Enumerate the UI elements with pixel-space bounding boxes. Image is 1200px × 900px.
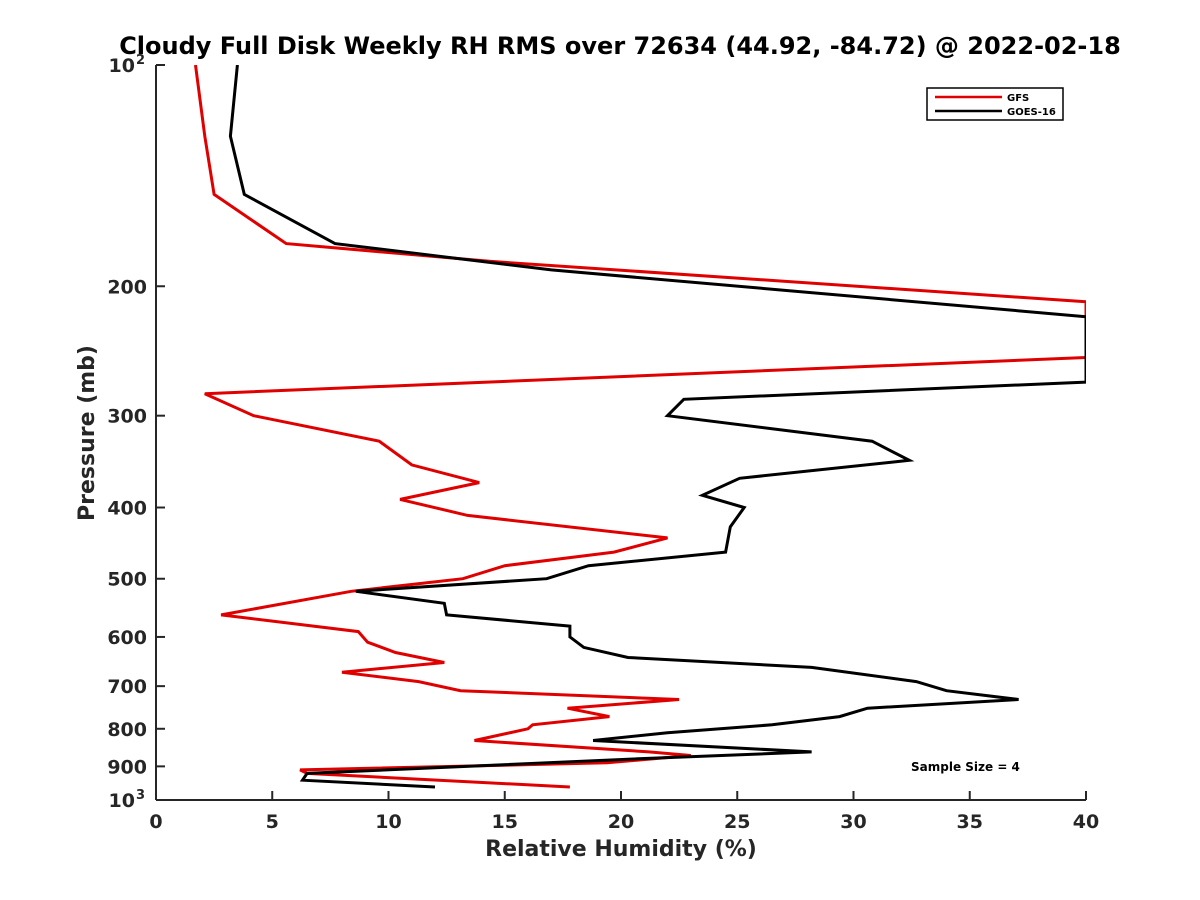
- x-tick-label: 35: [957, 811, 983, 833]
- plot-area: [156, 65, 1086, 800]
- y-tick-label: 500: [107, 569, 147, 591]
- y-tick-label: 300: [107, 406, 147, 428]
- x-tick-label: 5: [266, 811, 279, 833]
- x-tick-label: 15: [492, 811, 518, 833]
- x-axis-title: Relative Humidity (%): [485, 837, 757, 862]
- y-tick-exponent: 2: [136, 53, 145, 68]
- y-tick-label: 10: [109, 790, 135, 812]
- x-tick-label: 0: [149, 811, 162, 833]
- legend-label-gfs: GFS: [1007, 93, 1029, 104]
- y-tick-label: 400: [107, 498, 147, 520]
- y-tick-label: 900: [107, 756, 147, 778]
- x-tick-label: 30: [840, 811, 866, 833]
- series-line-goes-16: [228, 65, 1086, 789]
- y-tick-label: 200: [107, 276, 147, 298]
- y-tick-label: 800: [107, 719, 147, 741]
- chart-title: Cloudy Full Disk Weekly RH RMS over 7263…: [119, 32, 1121, 60]
- x-tick-label: 10: [375, 811, 401, 833]
- y-tick-exponent: 3: [136, 788, 145, 803]
- y-tick-label: 600: [107, 627, 147, 649]
- y-tick-label: 700: [107, 676, 147, 698]
- x-tick-label: 25: [724, 811, 750, 833]
- y-tick-label: 10: [109, 55, 135, 77]
- x-tick-label: 20: [608, 811, 634, 833]
- x-axis-ticks: 0 5 10 15 20 25 30 35 40: [149, 791, 1099, 833]
- x-tick-label: 40: [1073, 811, 1099, 833]
- legend-label-goes16: GOES-16: [1007, 107, 1056, 118]
- y-axis-title: Pressure (mb): [75, 345, 100, 521]
- series-lines: [194, 65, 1086, 789]
- series-line-gfs: [194, 65, 1086, 789]
- legend-box: [926, 87, 1064, 121]
- sample-size-annotation: Sample Size = 4: [911, 760, 1020, 774]
- legend: GFS GOES-16: [926, 87, 1064, 121]
